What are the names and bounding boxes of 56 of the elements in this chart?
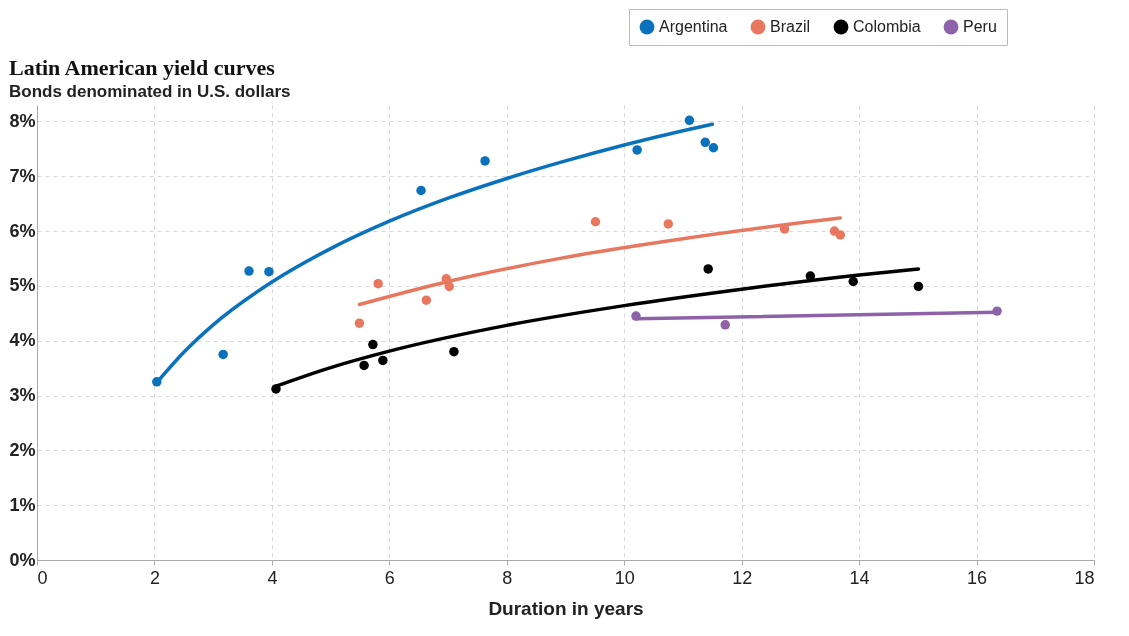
chart-subtitle: Bonds denominated in U.S. dollars [8,81,291,101]
point [444,281,454,292]
point [378,355,388,366]
x-tick-label: 0 [37,567,48,588]
point [449,346,459,357]
y-tick-label: 4% [9,330,36,351]
point [218,349,228,360]
x-axis-title: Duration in years [488,597,644,619]
point [632,145,642,155]
legend-label: Brazil [770,18,811,35]
point [421,295,432,305]
point [152,377,162,387]
x-tick-label: 18 [1074,567,1095,588]
point [805,271,816,281]
line-series [357,216,843,307]
point [271,384,281,394]
y-tick-label: 7% [9,165,36,186]
point [264,266,274,277]
point [244,266,254,276]
point [354,318,365,328]
point [684,115,695,126]
point [373,278,383,289]
point [708,143,719,153]
y-tick-label: 6% [9,220,36,241]
x-tick-label: 16 [967,567,988,588]
point [848,276,858,287]
point [631,311,641,321]
x-tick-label: 10 [614,567,635,588]
y-tick-label: 1% [9,494,36,515]
x-tick-label: 6 [384,567,395,588]
y-tick-label: 8% [9,110,36,131]
y-tick-label: 2% [9,439,36,460]
point [835,230,846,240]
point [703,264,713,274]
x-tick-label: 8 [502,567,513,588]
y-tick-label: 0% [9,549,36,570]
point [913,281,924,292]
point [720,320,730,330]
point [663,219,674,229]
x-tick-label: 14 [849,567,870,588]
point [992,306,1002,316]
y-tick-label: 5% [9,275,36,296]
point [590,217,601,227]
point [368,339,378,350]
point [359,360,369,371]
point [700,137,710,148]
x-tick-label: 2 [149,567,160,588]
point [480,156,490,166]
x-tick-label: 4 [267,567,278,588]
x-tick-label: 12 [732,567,753,588]
chart-title: Latin American yield curves [8,54,276,80]
legend-label: Colombia [853,18,921,35]
y-tick-label: 3% [9,385,36,406]
point [416,185,426,196]
legend-label: Peru [963,18,997,35]
legend-label: Argentina [659,18,728,35]
